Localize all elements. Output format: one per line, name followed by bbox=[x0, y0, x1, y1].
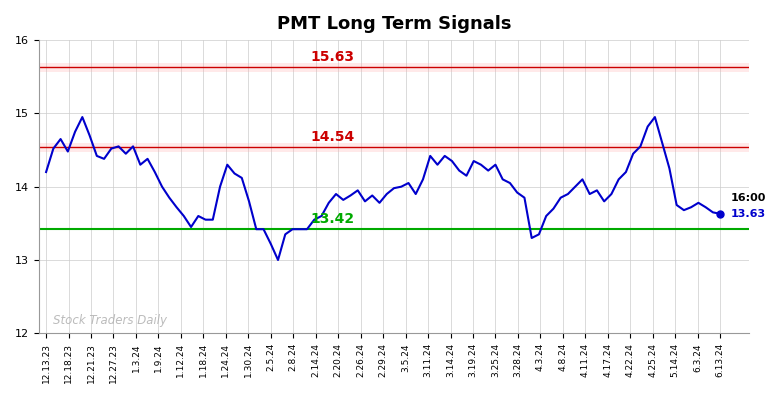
Text: 15.63: 15.63 bbox=[310, 50, 354, 64]
Text: 13.63: 13.63 bbox=[731, 209, 766, 219]
Bar bbox=[39, 143, 750, 152]
Title: PMT Long Term Signals: PMT Long Term Signals bbox=[277, 15, 511, 33]
Point bbox=[714, 211, 727, 217]
Text: Stock Traders Daily: Stock Traders Daily bbox=[53, 314, 167, 328]
Text: 16:00: 16:00 bbox=[731, 193, 767, 203]
Text: 14.54: 14.54 bbox=[310, 129, 354, 144]
Bar bbox=[39, 63, 750, 72]
Text: 13.42: 13.42 bbox=[310, 212, 354, 226]
